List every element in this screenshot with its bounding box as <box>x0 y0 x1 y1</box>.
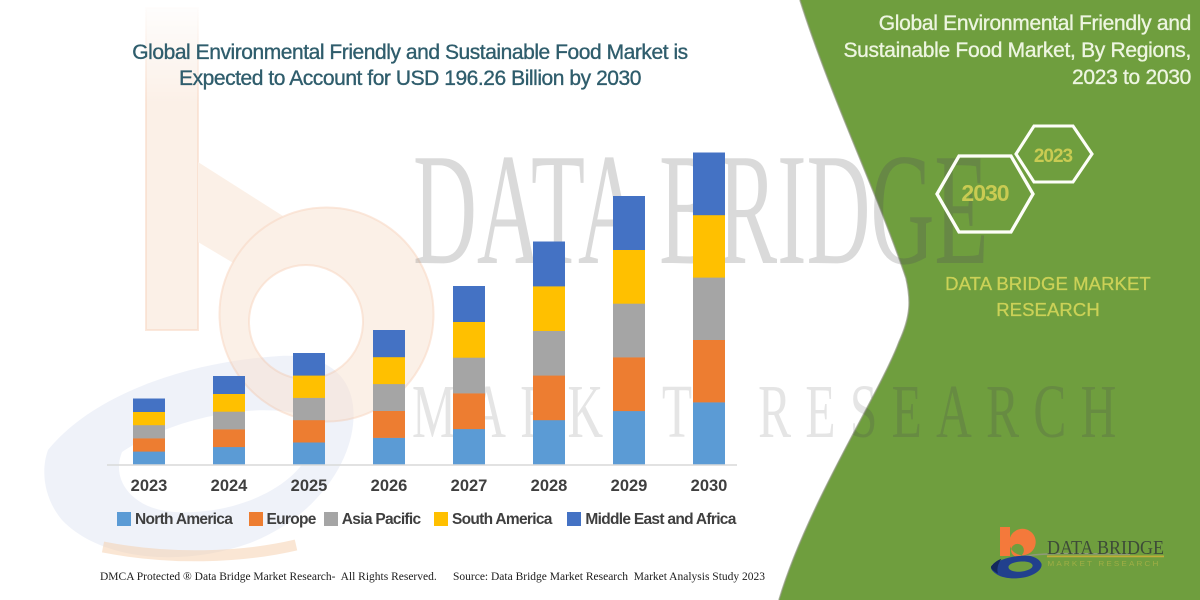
svg-text:2030: 2030 <box>961 180 1008 206</box>
svg-text:MARKET RESEARCH: MARKET RESEARCH <box>1048 559 1161 568</box>
svg-text:DATA BRIDGE: DATA BRIDGE <box>1047 537 1164 559</box>
svg-text:2023: 2023 <box>1034 146 1073 167</box>
